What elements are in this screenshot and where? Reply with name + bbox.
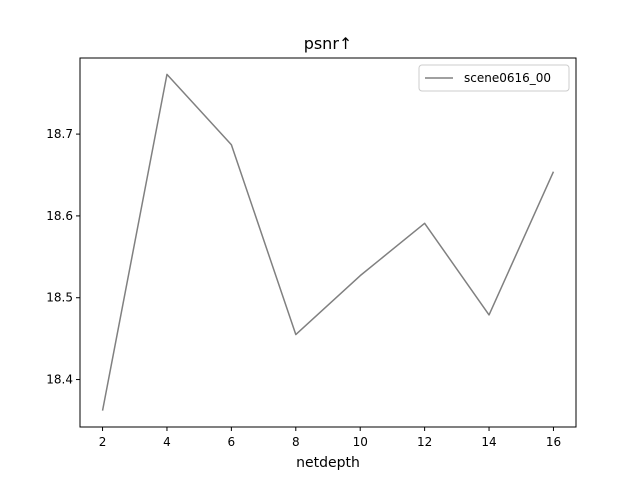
plot-area: 2 4 6 8 10 12 14 16 18.4 18.5 18.6 18.7 scene0616_00: [46, 57, 577, 449]
series-line-0: [101, 73, 555, 411]
axes-frame: [79, 57, 577, 428]
x-tick-label: 14: [481, 435, 496, 449]
y-tick-label: 18.6: [46, 209, 73, 223]
x-tick-label: 16: [546, 435, 561, 449]
x-tick-label: 4: [163, 435, 171, 449]
x-axis-label: netdepth: [296, 455, 360, 471]
x-tick-label: 12: [417, 435, 432, 449]
x-tick-label: 8: [292, 435, 300, 449]
x-tick-label: 6: [228, 435, 236, 449]
legend-box: [418, 64, 570, 92]
y-tick-label: 18.4: [46, 373, 73, 387]
x-tick-label: 2: [99, 435, 107, 449]
legend-label: scene0616_00: [464, 71, 551, 85]
y-tick-label: 18.5: [46, 291, 73, 305]
chart-title: psnr↑: [304, 34, 353, 53]
x-tick-label: 10: [353, 435, 368, 449]
y-tick-label: 18.7: [46, 127, 73, 141]
